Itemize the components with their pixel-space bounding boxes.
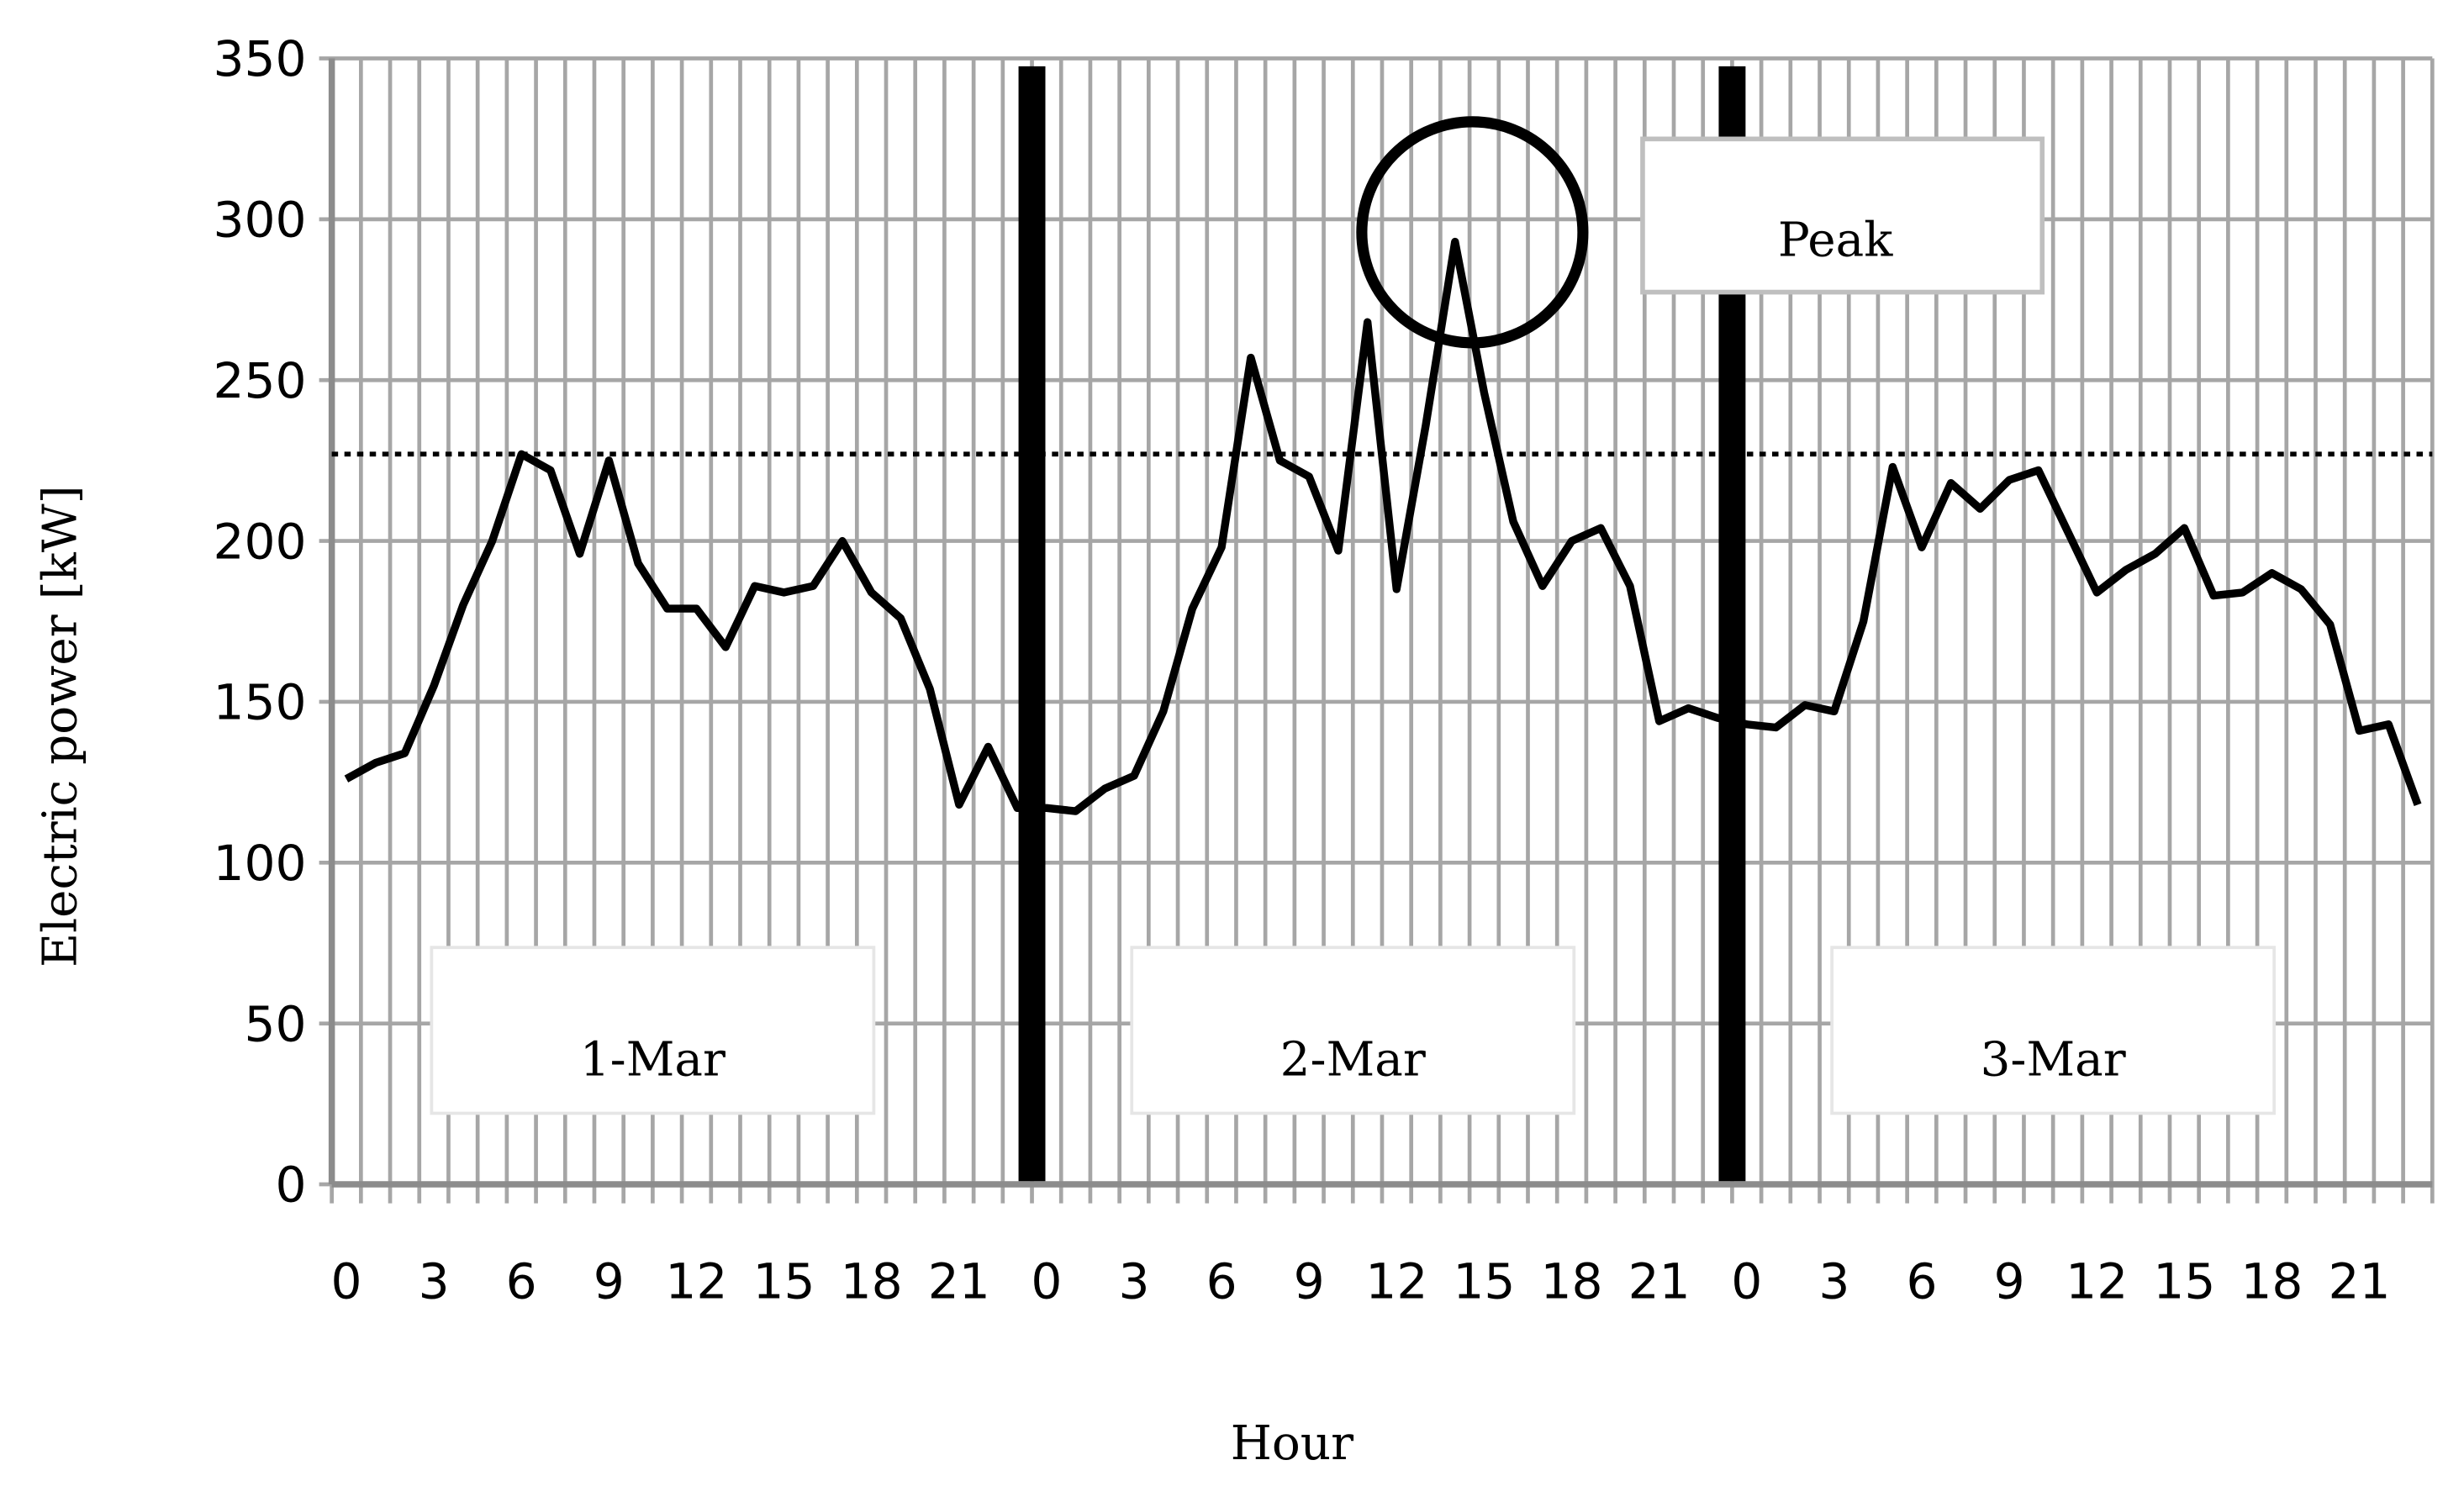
day-label: 1-Mar xyxy=(580,1032,725,1087)
day-label-box xyxy=(430,946,876,1115)
peak-label: Peak xyxy=(1778,213,1893,267)
y-tick-label: 350 xyxy=(213,30,306,87)
x-tick-label: 6 xyxy=(1906,1252,1937,1310)
marks: 1-Mar 2-Mar 3-Mar Peak xyxy=(331,66,2433,1182)
x-tick-label: 9 xyxy=(1994,1252,2025,1310)
x-tick-label: 0 xyxy=(330,1252,361,1310)
x-tick-label: 6 xyxy=(506,1252,537,1310)
series-line xyxy=(344,237,2422,815)
x-tick-label: 6 xyxy=(1206,1252,1237,1310)
y-tick-label: 250 xyxy=(213,352,306,409)
x-tick-label: 21 xyxy=(2329,1252,2391,1310)
x-tick-label: 15 xyxy=(753,1252,815,1310)
x-tick-label: 12 xyxy=(2066,1252,2128,1310)
day-label-box xyxy=(1830,946,2277,1115)
x-tick-label: 21 xyxy=(928,1252,990,1310)
x-tick-label: 3 xyxy=(1118,1252,1149,1310)
y-tick-label: 200 xyxy=(213,513,306,570)
x-tick-labels: 0 3 6 9 12 15 18 21 0 3 6 9 12 15 18 21 0 3 6 9 12 15 18 21 xyxy=(330,1252,2390,1310)
x-tick-label: 3 xyxy=(1818,1252,1849,1310)
x-tick-label: 9 xyxy=(594,1252,625,1310)
x-tick-label: 15 xyxy=(2153,1252,2215,1310)
x-tick-label: 3 xyxy=(419,1252,450,1310)
x-tick-label: 12 xyxy=(665,1252,727,1310)
x-tick-label: 0 xyxy=(1031,1252,1062,1310)
y-tick-label: 150 xyxy=(213,674,306,731)
y-tick-label: 50 xyxy=(244,995,306,1052)
x-tick-label: 21 xyxy=(1628,1252,1691,1310)
x-axis-label: Hour xyxy=(1231,1416,1353,1471)
day-label: 3-Mar xyxy=(1981,1032,2126,1087)
x-tick-label: 18 xyxy=(1541,1252,1603,1310)
x-tick-label: 18 xyxy=(841,1252,903,1310)
peak-label-box xyxy=(1640,136,2045,295)
y-tick-label: 0 xyxy=(276,1157,307,1214)
y-tick-label: 100 xyxy=(213,835,306,892)
x-tick-label: 18 xyxy=(2240,1252,2303,1310)
y-tick-labels: 0 50 100 150 200 250 300 350 xyxy=(213,30,306,1214)
x-tick-label: 12 xyxy=(1365,1252,1427,1310)
y-tick-label: 300 xyxy=(213,192,306,249)
y-axis-label: Electric power [kW] xyxy=(33,485,87,967)
peak-circle xyxy=(1356,116,1589,349)
x-tick-label: 9 xyxy=(1294,1252,1325,1310)
day-label: 2-Mar xyxy=(1280,1032,1426,1087)
x-tick-label: 15 xyxy=(1453,1252,1515,1310)
day-label-box xyxy=(1130,946,1576,1115)
x-tick-label: 0 xyxy=(1731,1252,1762,1310)
